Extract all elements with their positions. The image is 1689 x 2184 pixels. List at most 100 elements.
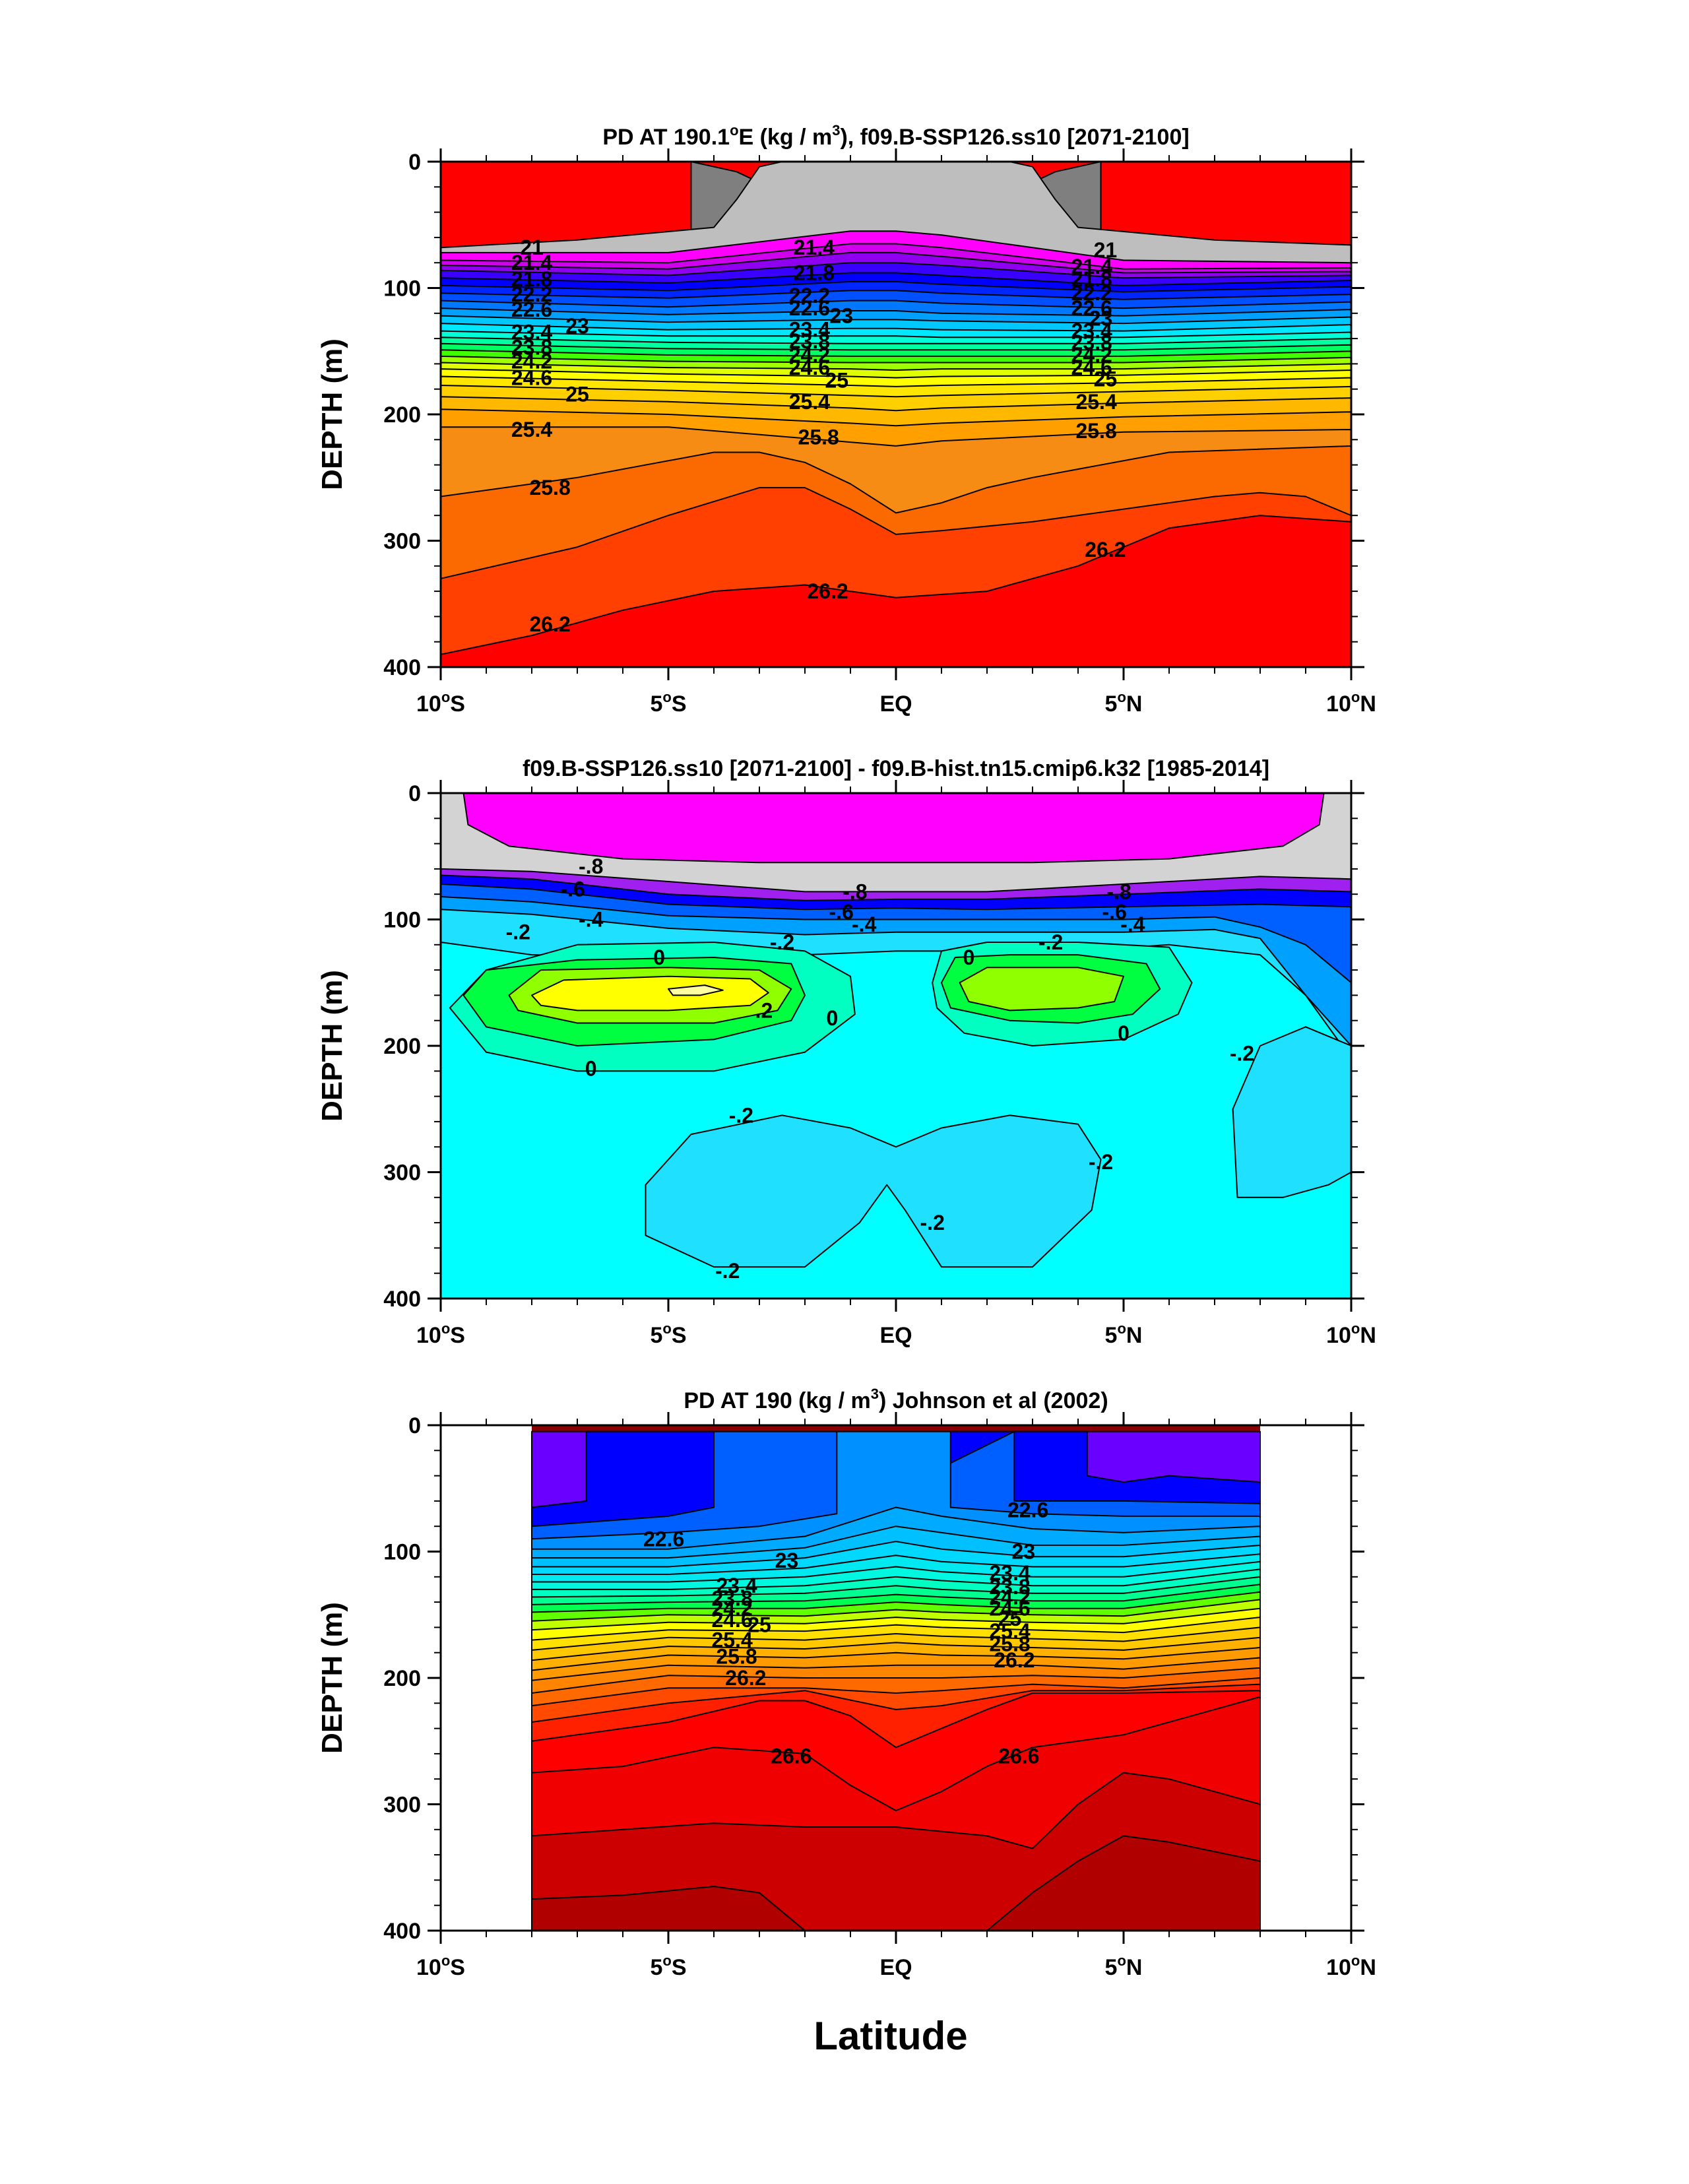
x-tick-label: 10oS <box>416 1320 465 1348</box>
contour-label: -.6 <box>560 878 585 901</box>
contour-label: -.8 <box>1106 880 1131 903</box>
y-tick-label: 400 <box>383 655 421 680</box>
contour-label: -.4 <box>1120 913 1145 936</box>
contour-band-0.4 <box>1232 1026 1351 1198</box>
contour-label: 21.8 <box>1071 267 1112 291</box>
contour-label: 22.6 <box>789 296 830 320</box>
contour-label: 23 <box>565 314 589 338</box>
x-tick-label: 5oN <box>1105 689 1143 717</box>
panel-title: PD AT 190 (kg / m3) Johnson et al (2002) <box>684 1386 1108 1413</box>
contour-label: 25.4 <box>989 1619 1030 1643</box>
contour-label: 24.6 <box>511 366 552 390</box>
y-tick-label: 0 <box>408 1413 421 1438</box>
panel-3: 22.62323.423.824.224.62525.425.826.226.6… <box>316 1386 1376 1980</box>
contour-label: 0 <box>585 1057 597 1081</box>
contour-label: -.2 <box>1230 1042 1254 1066</box>
contour-label: 23.8 <box>511 336 552 360</box>
y-tick-label: 400 <box>383 1287 421 1312</box>
contour-label: 22.6 <box>643 1527 684 1551</box>
y-tick-label: 100 <box>383 908 421 933</box>
contour-label: 25.8 <box>716 1644 757 1668</box>
contour-label: 23.8 <box>989 1575 1030 1599</box>
contour-label: -.8 <box>579 854 603 878</box>
contour-label: 25 <box>1094 367 1118 391</box>
x-tick-label: 5oS <box>650 689 686 717</box>
y-tick-label: 100 <box>383 1540 421 1565</box>
panel-1: 2121.421.822.222.62323.423.824.224.62525… <box>316 122 1376 717</box>
contour-label: 24.2 <box>989 1585 1030 1609</box>
contour-label: 23.4 <box>1071 319 1112 343</box>
contour-label: 23.4 <box>716 1574 757 1597</box>
contour-label: -.4 <box>852 913 877 936</box>
contour-label: 25 <box>998 1607 1022 1630</box>
contour-band-26.2 <box>441 515 1351 667</box>
y-axis-title: DEPTH (m) <box>316 338 348 490</box>
contour-label: 24.2 <box>1071 343 1112 367</box>
contour-label: 21.4 <box>794 236 835 259</box>
contour-label: 22.2 <box>1071 281 1112 305</box>
contour-field: -.8-.6-.4-.200.2 0-.2-.2-.2-.8-.6-.400-.2… <box>441 793 1351 1299</box>
y-tick-label: 400 <box>383 1919 421 1944</box>
contour-band-0.4 <box>531 975 769 1012</box>
x-tick-label: 5oN <box>1105 1320 1143 1348</box>
contour-label: 25.8 <box>798 426 839 449</box>
contour-label: 24.6 <box>789 356 830 379</box>
contour-label: -.4 <box>579 908 604 932</box>
contour-label: 23 <box>775 1549 799 1572</box>
contour-label: 22.6 <box>1007 1498 1048 1522</box>
contour-label: 26.2 <box>994 1648 1035 1672</box>
contour-label: 23.4 <box>989 1561 1030 1585</box>
x-tick-label: 10oS <box>416 689 465 717</box>
contour-label: 23 <box>1089 307 1113 331</box>
contour-label: 23.4 <box>511 321 552 344</box>
panel-title: PD AT 190.1oE (kg / m3), f09.B-SSP126.ss… <box>602 122 1189 150</box>
contour-label: 23.8 <box>1071 331 1112 354</box>
contour-band-0.3 <box>959 967 1124 1012</box>
contour-label: -.2 <box>1038 930 1063 954</box>
contour-label: 24.6 <box>711 1608 752 1632</box>
y-tick-label: 200 <box>383 402 421 428</box>
x-tick-label: EQ <box>879 1955 912 1980</box>
contour-label: 22.2 <box>511 282 552 306</box>
contour-label: 23 <box>1011 1540 1035 1564</box>
contour-label: 21.4 <box>1071 255 1112 278</box>
y-tick-label: 300 <box>383 1161 421 1186</box>
y-axis-title: DEPTH (m) <box>316 1602 348 1754</box>
contour-label: 24.2 <box>789 343 830 367</box>
contour-band-27 <box>531 1835 1261 1931</box>
contour-label: 0 <box>963 946 975 969</box>
contour-label: 24.2 <box>511 350 552 373</box>
contour-label: 24.6 <box>1071 356 1112 379</box>
contour-label: -.2 <box>770 930 794 954</box>
x-tick-label: 10oN <box>1326 689 1376 717</box>
y-tick-label: 0 <box>408 150 421 175</box>
contour-label: -.6 <box>829 900 854 924</box>
contour-label: 25 <box>825 368 849 392</box>
contour-label: -.2 <box>506 920 530 944</box>
y-axis-title: DEPTH (m) <box>316 970 348 1122</box>
contour-label: -.6 <box>1102 900 1127 924</box>
contour-label: 0 <box>1118 1021 1130 1045</box>
contour-label: 21 <box>1094 238 1118 262</box>
x-tick-label: 5oS <box>650 1952 686 1980</box>
contour-band-0.3 <box>645 1114 1102 1268</box>
contour-label: 23.4 <box>789 318 830 342</box>
contour-label: -.2 <box>729 1103 753 1127</box>
y-tick-label: 200 <box>383 1034 421 1059</box>
contour-label: 25 <box>565 382 589 406</box>
contour-label: 26.6 <box>771 1745 812 1768</box>
x-tick-label: 10oN <box>1326 1952 1376 1980</box>
contour-label: 25 <box>748 1613 771 1637</box>
panel-title: f09.B-SSP126.ss10 [2071-2100] - f09.B-hi… <box>523 756 1269 781</box>
contour-label: -.2 <box>715 1259 740 1283</box>
contour-label: 25.4 <box>711 1628 752 1652</box>
contour-band-0.5 <box>668 984 724 996</box>
contour-label: 21.8 <box>794 261 835 285</box>
contour-label: 25.4 <box>1075 390 1116 414</box>
contour-label: -.2 <box>1089 1150 1113 1174</box>
contour-label: 25.4 <box>511 418 552 441</box>
contour-label: 26.2 <box>1085 538 1126 562</box>
contour-label: 26.6 <box>998 1745 1039 1768</box>
panel-2: -.8-.6-.4-.200.2 0-.2-.2-.2-.8-.6-.400-.2… <box>316 756 1376 1348</box>
